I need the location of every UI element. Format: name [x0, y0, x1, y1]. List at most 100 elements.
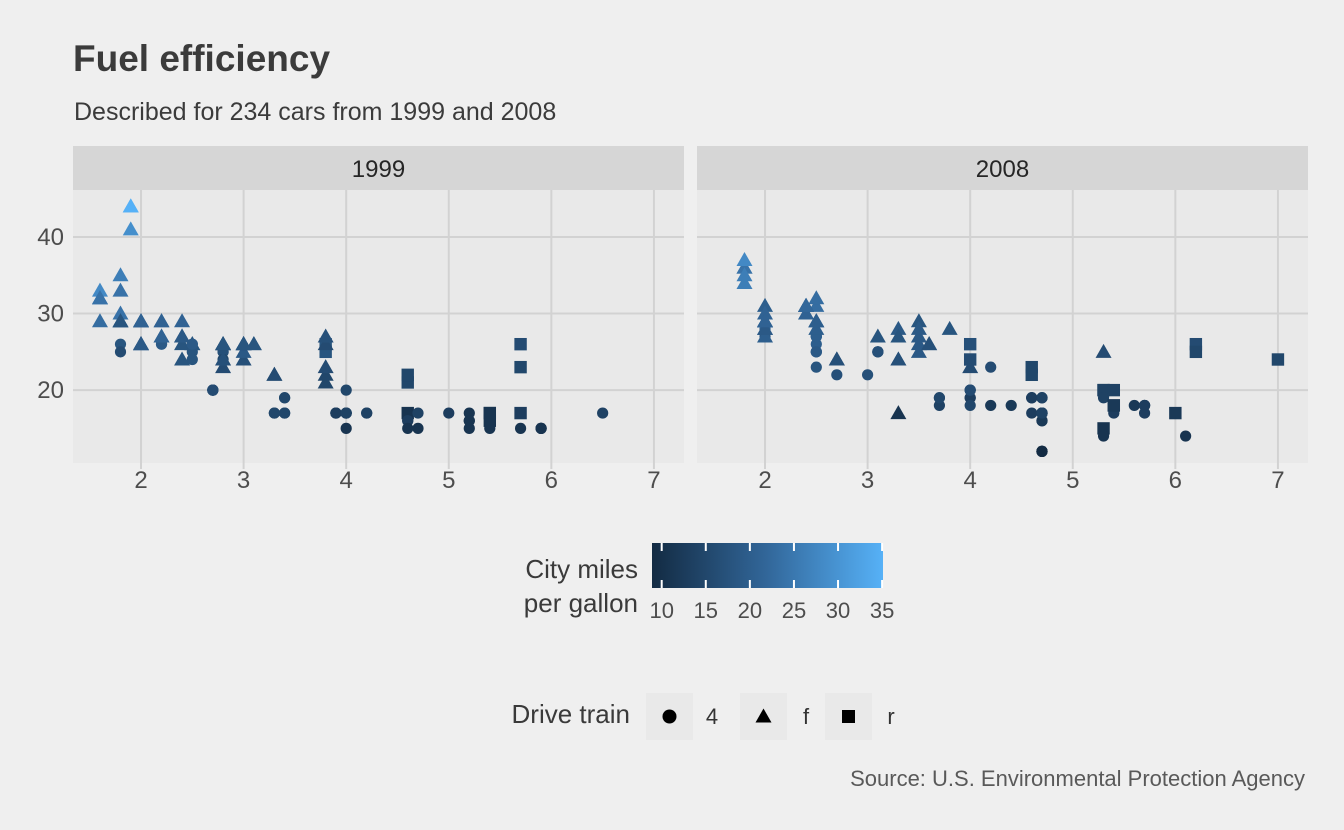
legend-key-label: 4 — [706, 704, 718, 729]
scatter-points — [91, 198, 1285, 457]
data-point — [933, 399, 946, 412]
facet-strip — [73, 146, 684, 190]
data-point — [174, 328, 191, 343]
data-point — [861, 369, 874, 381]
color-legend-title-line2: per gallon — [524, 588, 638, 618]
data-point — [963, 353, 977, 366]
data-point — [964, 384, 976, 396]
data-point — [114, 346, 127, 358]
data-point — [174, 351, 191, 366]
chart-title: Fuel efficiency — [73, 38, 330, 79]
colorbar-tick-label: 20 — [738, 598, 762, 623]
data-point — [810, 346, 822, 358]
data-point — [757, 328, 774, 343]
data-point — [340, 422, 352, 434]
data-point — [174, 313, 191, 328]
data-point — [1036, 407, 1048, 419]
data-point — [317, 374, 334, 389]
data-point — [1128, 399, 1140, 412]
data-point — [1036, 445, 1048, 457]
data-point — [153, 313, 170, 328]
data-point — [736, 251, 753, 266]
data-point — [910, 313, 927, 328]
data-point — [514, 337, 527, 351]
chart-subtitle: Described for 234 cars from 1999 and 200… — [74, 98, 556, 126]
x-tick-label: 6 — [545, 467, 558, 494]
data-point — [941, 320, 958, 335]
data-point — [402, 415, 414, 427]
panel-background — [697, 190, 1308, 463]
x-tick-label: 3 — [237, 467, 250, 494]
data-point — [736, 274, 753, 289]
data-point — [215, 336, 232, 351]
x-tick-label: 2 — [134, 467, 147, 494]
data-point — [1036, 415, 1048, 427]
legend-key-label: f — [803, 704, 810, 729]
data-point — [153, 328, 170, 343]
data-point — [1271, 353, 1285, 366]
data-point — [963, 337, 977, 351]
x-tick-label: 7 — [1271, 467, 1284, 494]
data-point — [933, 392, 946, 404]
data-point — [1095, 343, 1112, 358]
data-point — [112, 267, 129, 282]
circle-key-icon — [662, 709, 677, 724]
data-point — [266, 366, 283, 381]
data-point — [890, 320, 907, 335]
data-point — [808, 290, 825, 305]
data-point — [1180, 430, 1192, 442]
facet-panels: 1999 2 3 4 5 6 7 2008 2 3 4 5 6 7 20 30 40 — [37, 146, 1308, 494]
data-point — [317, 359, 334, 374]
data-point — [412, 422, 424, 434]
y-tick-label: 40 — [37, 224, 64, 251]
x-tick-label: 5 — [442, 467, 455, 494]
colorbar-tick-label: 35 — [870, 598, 894, 623]
colorbar-gradient — [652, 543, 883, 588]
x-tick-label: 4 — [964, 467, 977, 494]
data-point — [757, 320, 774, 335]
data-point — [443, 407, 455, 419]
data-point — [962, 359, 979, 374]
data-point — [910, 320, 927, 335]
data-point — [1169, 406, 1182, 420]
data-point — [808, 313, 825, 328]
data-point — [340, 407, 352, 419]
data-point — [483, 414, 497, 427]
data-point — [235, 351, 252, 366]
data-point — [831, 369, 843, 381]
data-point — [736, 259, 753, 274]
data-point — [872, 346, 884, 358]
source-caption: Source: U.S. Environmental Protection Ag… — [850, 766, 1305, 791]
data-point — [964, 392, 976, 404]
y-tick-label: 20 — [37, 377, 64, 404]
shape-legend-title: Drive train — [512, 699, 630, 729]
data-point — [186, 346, 198, 358]
data-point — [514, 422, 527, 434]
data-point — [215, 359, 232, 374]
data-point — [808, 297, 825, 312]
data-point — [330, 407, 342, 419]
data-point — [215, 351, 232, 366]
data-point — [1036, 392, 1048, 404]
legend-key-label: r — [887, 704, 894, 729]
facet-strip-label: 1999 — [352, 156, 405, 183]
data-point — [91, 313, 108, 328]
data-point — [985, 399, 997, 412]
y-tick-label: 30 — [37, 301, 64, 328]
data-point — [890, 405, 907, 420]
data-point — [186, 338, 198, 350]
data-point — [964, 399, 976, 412]
data-point — [463, 422, 475, 434]
x-tick-label: 6 — [1169, 467, 1182, 494]
data-point — [361, 407, 373, 419]
data-point — [235, 336, 252, 351]
square-key-icon — [842, 710, 855, 723]
data-point — [757, 313, 774, 328]
data-point — [112, 313, 129, 328]
colorbar-tick-label: 30 — [826, 598, 850, 623]
data-point — [1189, 345, 1203, 359]
shape-legend: 4 f r — [646, 693, 895, 740]
data-point — [757, 305, 774, 320]
